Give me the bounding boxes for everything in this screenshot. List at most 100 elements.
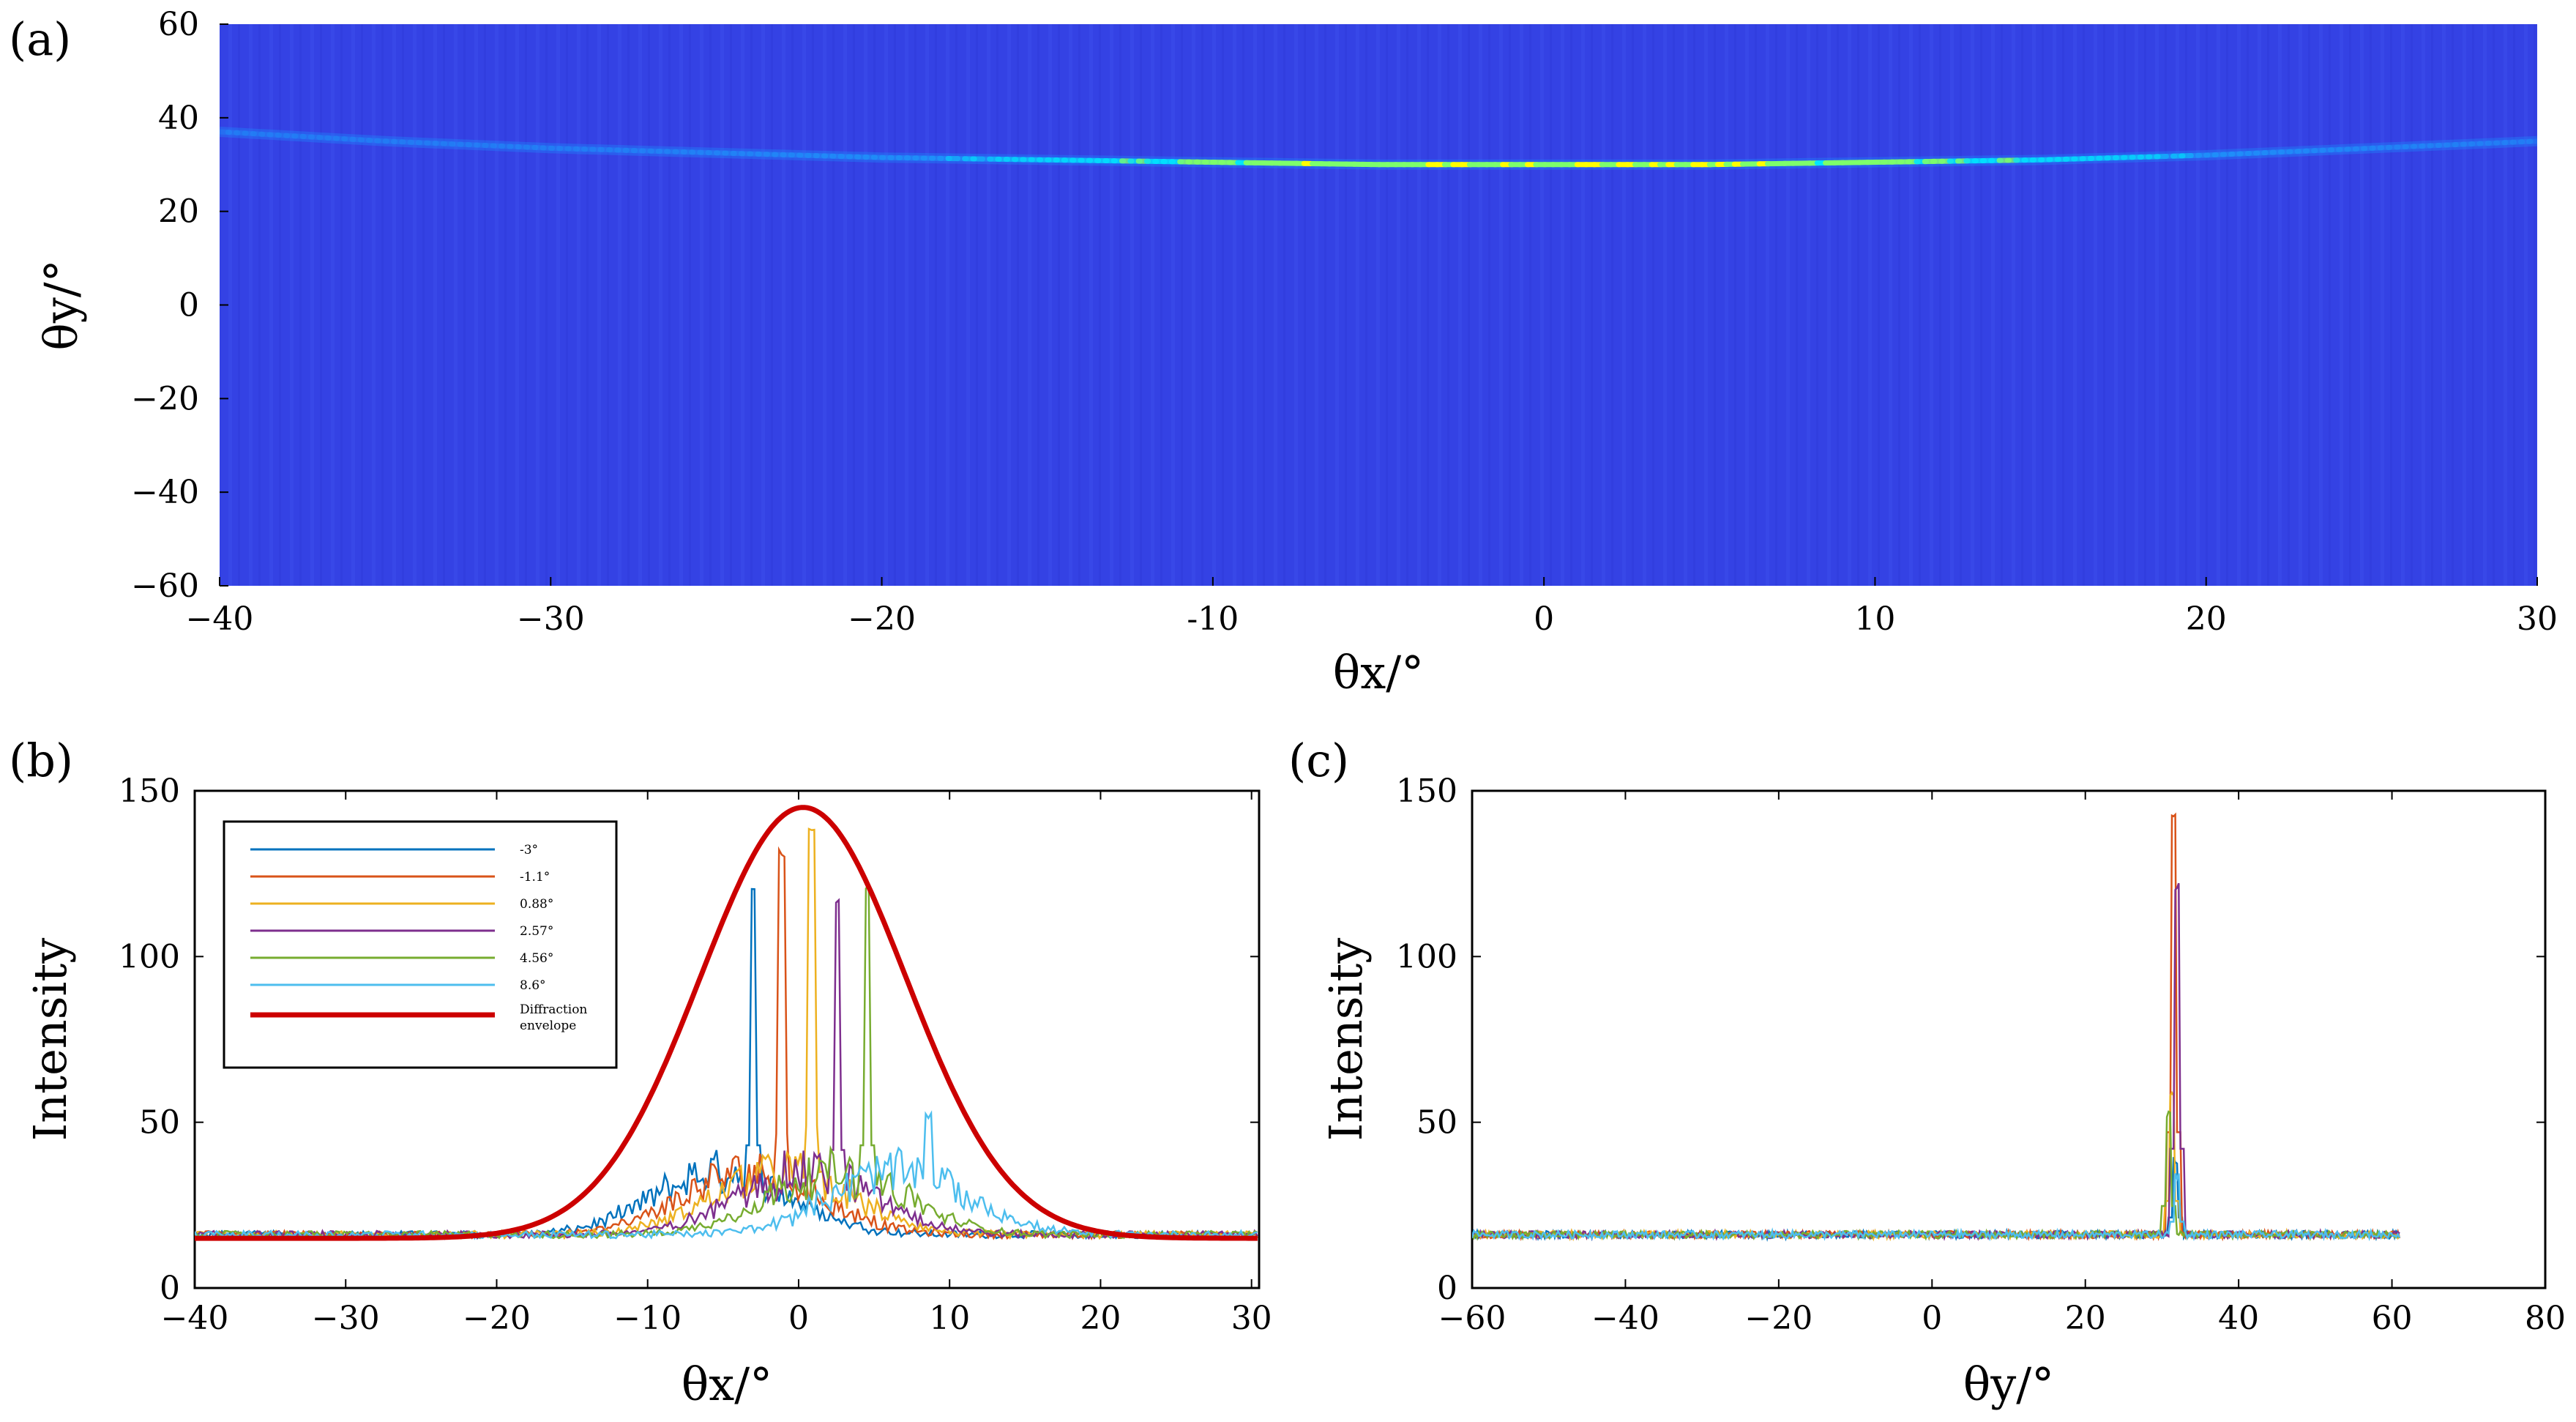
- x-tick-label: 20: [2065, 1300, 2106, 1337]
- ridge-segment: [415, 140, 431, 146]
- y-tick-label: 50: [139, 1104, 180, 1142]
- ridge-segment: [220, 129, 233, 135]
- panel-c-axes: −60 −40 −20 0 20 40 60 80 0 50 100 150: [1396, 773, 2566, 1337]
- heatmap-ridge: [220, 127, 2537, 170]
- ridge-segment: [2402, 144, 2418, 149]
- x-tick-label: 20: [2186, 600, 2227, 638]
- x-tick-label: −30: [312, 1300, 380, 1337]
- y-tick-label: 50: [1416, 1104, 1457, 1142]
- x-tick-label: 30: [1231, 1300, 1272, 1337]
- x-tick-label: 80: [2525, 1300, 2566, 1337]
- ridge-segment: [349, 136, 365, 143]
- y-tick-label: −40: [131, 474, 199, 511]
- y-tick-label: −20: [131, 380, 199, 417]
- series-line-4: [1472, 1110, 2400, 1242]
- legend-label: 2.57°: [520, 924, 553, 939]
- panel-c-label: (c): [1288, 734, 1349, 787]
- ridge-segment: [283, 133, 299, 139]
- ridge-segment: [2261, 149, 2277, 156]
- panel-c-x-axis-title: θy/°: [1963, 1358, 2054, 1411]
- diffraction-envelope-line: [195, 805, 1258, 1241]
- heatmap-background: [220, 24, 2537, 586]
- panel-c-series: [1472, 812, 2401, 1242]
- ridge-segment: [250, 131, 266, 137]
- panel-b-axes: −40 −30 −20 −10 0 10 20 30 0 50 100 150: [119, 773, 1272, 1337]
- ridge-segment: [2427, 142, 2443, 149]
- ridge-segment: [332, 135, 348, 142]
- y-tick-label: 150: [119, 773, 180, 810]
- ridge-segment: [2302, 148, 2318, 154]
- ridge-segment: [2361, 145, 2376, 152]
- legend-label: 0.88°: [520, 897, 553, 912]
- panel-b-legend: -3° -1.1° 0.88° 2.57° 4.56° 8.6° Diffraction en…: [223, 820, 618, 1069]
- x-tick-label: 10: [929, 1300, 970, 1337]
- ridge-segment: [2228, 151, 2244, 157]
- panel-a-label: (a): [9, 12, 71, 66]
- ridge-segment: [465, 142, 481, 148]
- x-tick-label: 20: [1080, 1300, 1121, 1337]
- panel-b-y-axis-title: Intensity: [23, 938, 77, 1142]
- ridge-segment: [2327, 146, 2343, 153]
- y-tick-label: 60: [158, 6, 199, 43]
- ridge-segment: [291, 133, 307, 140]
- ridge-segment: [357, 137, 373, 144]
- ridge-segment: [2336, 146, 2351, 152]
- y-tick-label: 0: [1437, 1270, 1457, 1307]
- x-tick-label: −40: [161, 1300, 229, 1337]
- x-tick-label: −60: [1438, 1300, 1507, 1337]
- ridge-segment: [407, 139, 423, 146]
- panel-c-y-axis-title: Intensity: [1319, 938, 1373, 1142]
- ridge-segment: [515, 144, 531, 150]
- y-tick-label: 0: [179, 287, 199, 324]
- ridge-segment: [390, 138, 406, 145]
- legend-box: [223, 820, 618, 1069]
- legend-label: -1.1°: [520, 870, 550, 885]
- ridge-segment: [307, 134, 324, 141]
- panel-b-series: [195, 805, 1258, 1241]
- x-tick-label: 10: [1854, 600, 1895, 638]
- ridge-segment: [2435, 142, 2451, 149]
- x-tick-label: 0: [1534, 600, 1554, 638]
- ridge-segment: [540, 145, 556, 151]
- x-tick-label: 30: [2517, 600, 2558, 638]
- y-tick-label: 100: [1396, 938, 1457, 975]
- y-tick-label: 20: [158, 193, 199, 231]
- x-tick-label: −20: [1744, 1300, 1812, 1337]
- x-tick-label: 60: [2372, 1300, 2413, 1337]
- ridge-segment: [498, 144, 514, 149]
- legend-label: 8.6°: [520, 978, 546, 993]
- ridge-segment: [2311, 147, 2326, 154]
- ridge-segment: [2452, 141, 2467, 148]
- x-tick-label: 0: [1922, 1300, 1942, 1337]
- ridge-segment: [299, 133, 316, 140]
- ridge-segment: [2244, 150, 2260, 157]
- ridge-segment: [2236, 150, 2252, 157]
- x-tick-label: −20: [848, 600, 916, 638]
- panel-c-plot-area: [1471, 789, 2547, 1289]
- series-line-5: [195, 1110, 1258, 1240]
- ridge-segment: [242, 130, 257, 137]
- ridge-segment: [531, 144, 547, 151]
- ridge-segment: [382, 138, 398, 144]
- ridge-segment: [2220, 151, 2236, 157]
- panel-b-label: (b): [9, 734, 73, 787]
- panel-b-x-axis-title: θx/°: [682, 1358, 772, 1411]
- ridge-segment: [2509, 139, 2525, 145]
- panel-a-x-axis-title: θx/°: [1333, 646, 1424, 699]
- x-tick-label: −40: [186, 600, 254, 638]
- ridge-segment: [424, 140, 439, 146]
- x-tick-label: −20: [463, 1300, 531, 1337]
- ridge-segment: [2369, 145, 2384, 151]
- legend-label: -3°: [520, 843, 538, 857]
- x-tick-label: −10: [613, 1300, 682, 1337]
- ridge-segment: [507, 144, 522, 150]
- x-tick-label: 0: [788, 1300, 809, 1337]
- ridge-segment: [474, 142, 489, 149]
- ridge-segment: [2377, 144, 2393, 151]
- y-tick-label: −60: [131, 567, 199, 605]
- y-tick-label: 150: [1396, 773, 1457, 810]
- ridge-segment: [2294, 148, 2310, 155]
- series-line-5: [1472, 1173, 2401, 1242]
